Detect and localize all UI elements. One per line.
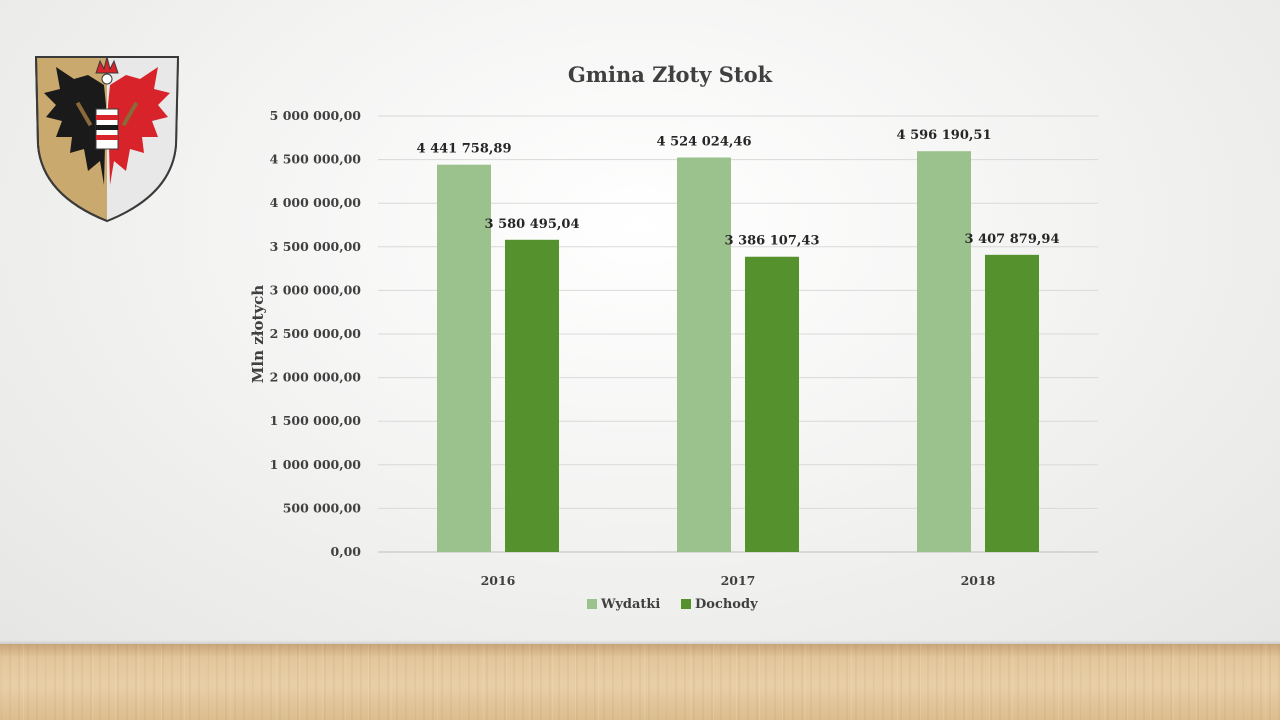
y-tick-label: 0,00: [331, 544, 362, 559]
data-label: 4 524 024,46: [657, 135, 752, 150]
y-tick-label: 4 000 000,00: [270, 195, 362, 210]
data-label: 3 407 879,94: [965, 232, 1060, 247]
x-tick-label: 2017: [721, 573, 756, 588]
data-label: 3 580 495,04: [485, 217, 580, 232]
y-axis-title: Mln złotych: [249, 285, 267, 384]
y-axis-ticks: 0,00 500 000,00 1 000 000,00 1 500 000,00 2 …: [270, 108, 362, 559]
x-tick-label: 2018: [961, 573, 996, 588]
data-label: 3 386 107,43: [725, 234, 820, 249]
bar-wydatki-2016: [437, 164, 491, 552]
y-tick-label: 500 000,00: [283, 500, 362, 515]
y-tick-label: 3 000 000,00: [270, 282, 362, 297]
x-tick-label: 2016: [481, 573, 516, 588]
y-tick-label: 5 000 000,00: [270, 108, 362, 123]
legend-label-dochody: Dochody: [695, 597, 758, 612]
bar-wydatki-2018: [917, 151, 971, 552]
y-tick-label: 1 000 000,00: [270, 457, 362, 472]
data-labels: 4 441 758,89 3 580 495,04 4 524 024,46 3 38…: [417, 128, 1060, 249]
y-tick-label: 3 500 000,00: [270, 239, 362, 254]
slide-background: [0, 0, 1280, 644]
chart-title: Gmina Złoty Stok: [568, 62, 773, 87]
bar-wydatki-2017: [677, 157, 731, 552]
bar-dochody-2016: [505, 239, 559, 553]
bar-dochody-2017: [745, 256, 799, 552]
legend-swatch-wydatki: [587, 599, 597, 609]
x-axis-ticks: 2016 2017 2018: [481, 573, 996, 588]
gridlines: [378, 115, 1098, 553]
data-label: 4 441 758,89: [417, 142, 512, 157]
legend-label-wydatki: Wydatki: [600, 597, 660, 612]
coat-of-arms-icon: [34, 56, 180, 223]
data-label: 4 596 190,51: [897, 128, 992, 143]
y-tick-label: 2 500 000,00: [270, 326, 362, 341]
bar-dochody-2018: [985, 254, 1039, 552]
slide-shadow: [0, 640, 1280, 646]
wood-floor: [0, 644, 1280, 720]
y-tick-label: 1 500 000,00: [270, 413, 362, 428]
legend: Wydatki Dochody: [587, 597, 758, 612]
bar-chart: Gmina Złoty Stok 0,00 500 000,00 1 000 000…: [249, 62, 1098, 612]
y-tick-label: 2 000 000,00: [270, 370, 362, 385]
y-tick-label: 4 500 000,00: [270, 152, 362, 167]
legend-swatch-dochody: [681, 599, 691, 609]
bars: [437, 151, 1039, 553]
